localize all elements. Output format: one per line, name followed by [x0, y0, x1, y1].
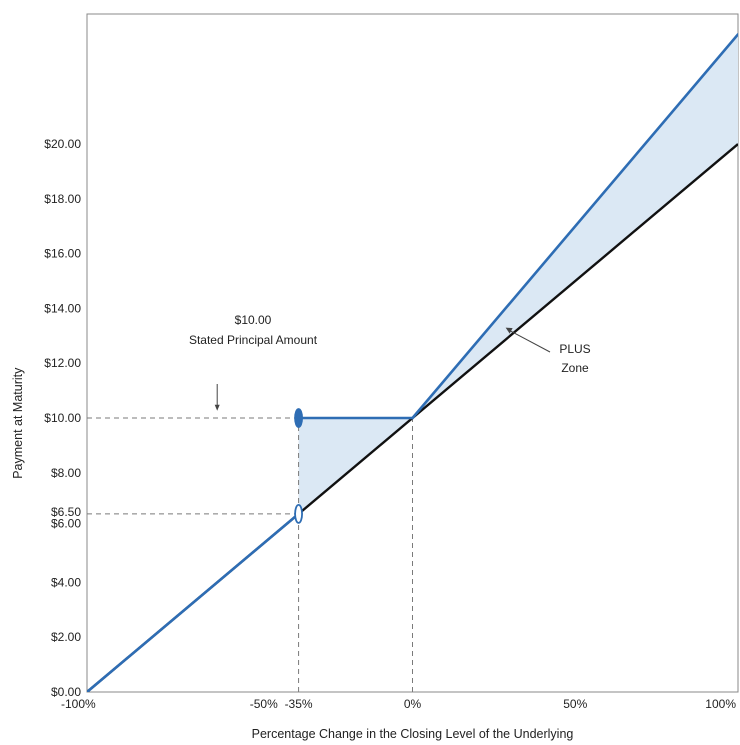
y-tick-label: $16.00: [44, 247, 81, 261]
y-tick-label: $10.00: [44, 411, 81, 425]
series-line-plus-segment-1: [87, 512, 300, 692]
annotation-plus-zone-arrow: [509, 330, 551, 353]
x-tick-label: 50%: [563, 697, 587, 711]
marker-open-2: [294, 504, 303, 524]
x-axis-title: Percentage Change in the Closing Level o…: [252, 727, 574, 741]
y-tick-label: $12.00: [44, 356, 81, 370]
y-tick-label: $20.00: [44, 137, 81, 151]
annotation-plus-zone-line1: PLUS: [559, 342, 590, 356]
y-tick-label: $2.00: [51, 630, 81, 644]
annotation-principal-amount-label: Stated Principal Amount: [189, 333, 318, 347]
x-tick-label: 100%: [705, 697, 736, 711]
x-tick-label: 0%: [404, 697, 422, 711]
series-line-plus-segment-4: [411, 33, 738, 420]
y-tick-label: $8.00: [51, 466, 81, 480]
y-tick-label: $14.00: [44, 301, 81, 315]
y-axis-title: Payment at Maturity: [11, 367, 25, 479]
annotation-plus-zone-line2: Zone: [561, 361, 589, 375]
x-tick-label: -35%: [285, 697, 313, 711]
x-tick-label: -100%: [61, 697, 96, 711]
annotation-plus-zone-arrowhead: [505, 327, 513, 334]
plot-area: [87, 33, 738, 692]
x-tick-label: -50%: [250, 697, 278, 711]
y-tick-label: $6.00: [51, 517, 81, 531]
marker-filled-1: [294, 408, 303, 428]
y-tick-label: $0.00: [51, 685, 81, 699]
annotation-principal-amount-arrowhead: [214, 404, 220, 411]
y-tick-label: $6.50: [51, 505, 81, 519]
y-tick-label: $4.00: [51, 575, 81, 589]
y-tick-label: $18.00: [44, 192, 81, 206]
annotation-principal-amount-value: $10.00: [235, 313, 272, 327]
